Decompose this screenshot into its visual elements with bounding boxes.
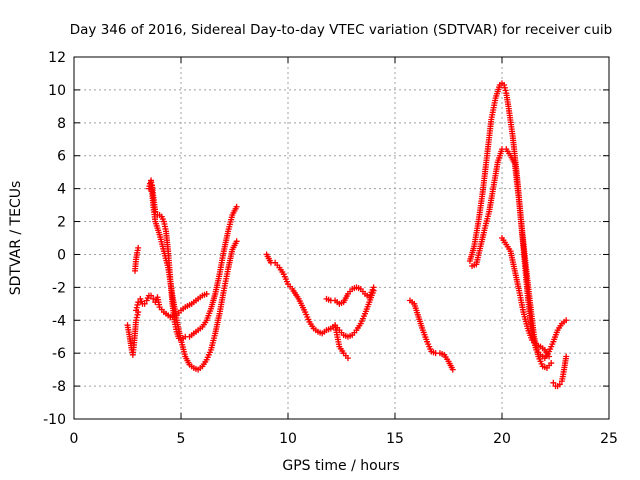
data-point [135,244,142,251]
data-point [133,314,140,321]
data-point [134,311,141,318]
y-tick-label: 10 [48,83,66,99]
y-tick-label: -10 [43,412,66,428]
y-tick-label: 0 [57,247,66,263]
x-axis-label: GPS time / hours [282,458,399,474]
data-point [141,300,148,307]
data-point [563,317,570,324]
y-tick-label: 6 [57,149,66,165]
y-tick-label: 2 [57,215,66,231]
y-tick-label: -4 [52,313,66,329]
x-tick-label: 0 [70,431,79,447]
data-point [150,295,157,302]
data-point [233,203,240,210]
x-tick-label: 15 [386,431,404,447]
data-point [135,299,142,306]
data-point [556,381,563,388]
axis-ticks: 0 5 10 15 20 25 -10 -8 -6 -4 -2 0 2 4 6 8 10 12 [43,50,618,447]
y-axis-label: SDTVAR / TECUs [8,181,24,296]
plot-frame [73,56,610,420]
data-point [134,301,141,308]
y-tick-label: 4 [57,182,66,198]
y-tick-label: 8 [57,116,66,132]
data-point [546,353,553,360]
data-point [548,360,555,367]
y-tick-label: -8 [52,379,66,395]
x-tick-label: 10 [279,431,297,447]
x-tick-label: 5 [177,431,186,447]
data-point [502,87,509,94]
data-point [550,379,557,386]
x-tick-label: 20 [493,431,511,447]
data-point [344,355,351,362]
y-tick-label: 12 [48,50,66,66]
data-point [133,307,140,314]
data-point [501,84,508,91]
data-point [148,292,155,299]
y-tick-label: -6 [52,346,66,362]
y-tick-label: -2 [52,280,66,296]
data-points [124,80,570,390]
data-point [133,304,140,311]
data-point [203,290,210,297]
data-point [370,284,377,291]
data-point [501,81,508,88]
data-point [133,317,140,324]
data-point [563,353,570,360]
chart-title: Day 346 of 2016, Sidereal Day-to-day VTE… [70,22,612,38]
x-tick-label: 25 [600,431,618,447]
data-point [449,366,456,373]
data-point [233,238,240,245]
